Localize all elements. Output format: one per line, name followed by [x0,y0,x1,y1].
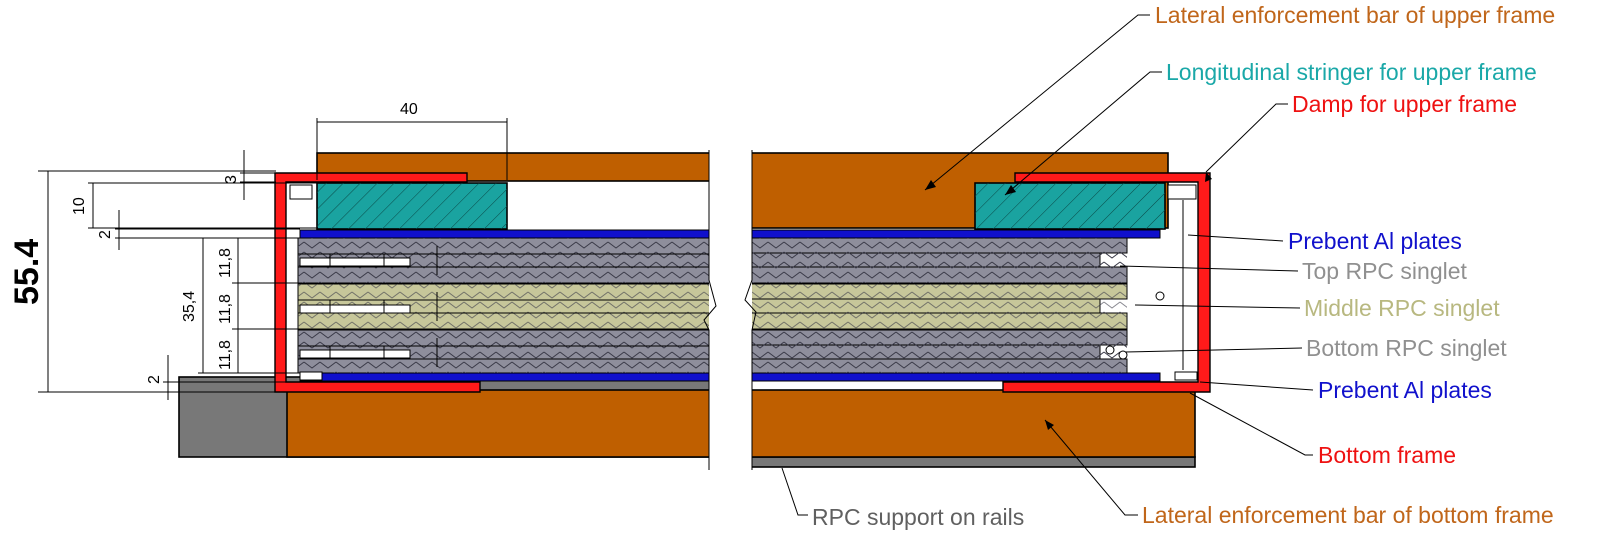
leader-lines [781,14,1314,516]
prebent-plate-bottom-right [752,372,1161,382]
label-middle-rpc: Middle RPC singlet [1304,295,1500,321]
label-rpc-support: RPC support on rails [812,504,1024,530]
dim-11-8-b: 11,8 [217,294,234,324]
prebent-plate-top-right [752,229,1161,239]
right-section [752,152,1211,468]
dim-11-8-a: 11,8 [217,248,234,278]
dimension-lines [38,118,508,400]
leader-arrows [925,172,1212,430]
label-stringer-upper: Longitudinal stringer for upper frame [1166,59,1537,85]
label-lateral-upper: Lateral enforcement bar of upper frame [1155,2,1555,28]
label-bottom-rpc: Bottom RPC singlet [1306,335,1507,361]
rpc-support-right [752,456,1196,468]
prebent-plate-bottom-left [299,372,709,382]
label-prebent-top: Prebent Al plates [1288,228,1462,254]
bottom-frame-right [752,389,1196,458]
dim-3: 3 [223,175,240,184]
dim-11-8-c: 11,8 [217,340,234,370]
prebent-plate-top-left [299,229,709,239]
dim-total-55-4: 55.4 [8,239,46,305]
label-prebent-bottom: Prebent Al plates [1318,377,1492,403]
label-top-rpc: Top RPC singlet [1302,258,1468,284]
dim-width-40: 40 [400,101,418,118]
dim-2-top: 2 [97,230,114,239]
damp-right [1002,172,1211,393]
left-section [178,152,709,458]
label-bottom-frame: Bottom frame [1318,442,1456,468]
dim-10: 10 [71,197,88,215]
label-lateral-bottom: Lateral enforcement bar of bottom frame [1142,502,1554,528]
dim-35-4: 35,4 [181,291,198,322]
label-damp-upper: Damp for upper frame [1292,91,1517,117]
dim-2-bottom: 2 [146,375,163,384]
bottom-frame-left [286,389,709,458]
